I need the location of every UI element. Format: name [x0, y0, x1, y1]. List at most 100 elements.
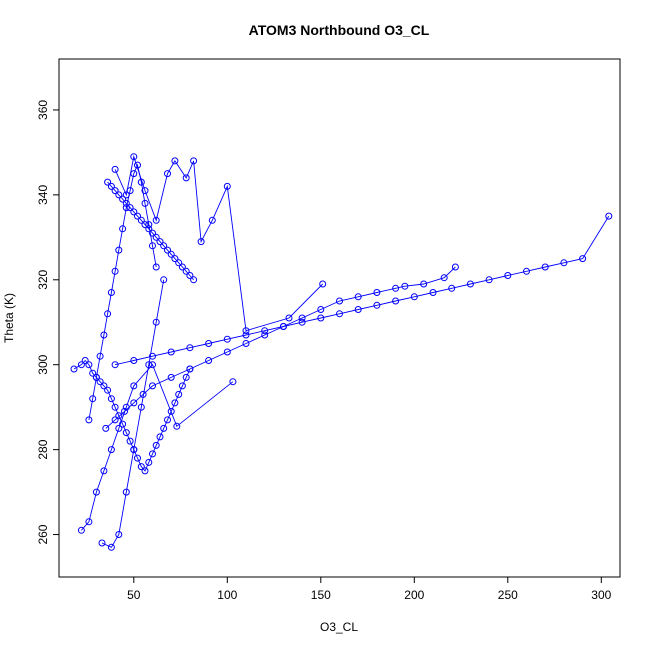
data-point — [164, 170, 171, 178]
data-point — [205, 357, 213, 364]
data-point — [152, 441, 160, 449]
data-point — [104, 178, 112, 186]
data-point — [298, 318, 306, 326]
data-point — [137, 463, 145, 471]
data-point — [137, 216, 145, 224]
data-point — [141, 199, 149, 207]
data-point — [523, 267, 530, 275]
data-point — [107, 182, 115, 190]
data-point — [77, 526, 85, 534]
data-point — [279, 323, 287, 330]
series-line-4 — [105, 266, 456, 429]
data-point — [107, 289, 115, 296]
data-point — [485, 276, 493, 284]
data-point — [178, 382, 186, 390]
data-point — [122, 204, 130, 212]
data-point — [85, 518, 93, 526]
data-point — [85, 416, 93, 424]
data-point — [242, 331, 250, 339]
data-point — [122, 488, 130, 496]
data-point — [164, 246, 171, 254]
data-point — [149, 361, 156, 369]
data-point — [130, 208, 138, 216]
data-point — [392, 284, 400, 292]
series-line-3 — [115, 215, 610, 366]
x-tick-label-5: 300 — [591, 588, 611, 602]
data-point — [167, 348, 175, 356]
data-point — [70, 365, 78, 373]
data-point — [130, 357, 138, 364]
data-point — [102, 424, 110, 432]
data-point — [89, 369, 97, 377]
data-point — [89, 395, 97, 403]
data-point — [560, 259, 568, 267]
data-point — [223, 335, 231, 343]
data-point — [466, 280, 474, 288]
data-point — [190, 276, 198, 284]
data-point — [126, 204, 134, 212]
x-axis-label: O3_CL — [320, 620, 358, 634]
series-line-5 — [81, 363, 234, 531]
data-point — [373, 301, 381, 309]
data-point — [541, 263, 549, 271]
data-point — [167, 407, 175, 415]
data-point — [152, 263, 160, 271]
data-point — [190, 157, 198, 165]
data-point — [186, 365, 194, 373]
x-tick-label-1: 100 — [217, 588, 237, 602]
y-tick-label-5: 360 — [36, 100, 50, 120]
data-point — [186, 272, 194, 279]
data-point — [317, 306, 325, 313]
data-point — [160, 242, 168, 250]
data-point — [149, 242, 156, 250]
data-point — [285, 314, 293, 322]
data-point — [141, 221, 149, 229]
data-point — [107, 395, 115, 403]
data-point — [182, 373, 190, 381]
data-point — [107, 446, 115, 454]
y-axis-label: Theta (K) — [2, 293, 16, 343]
x-tick-label-4: 250 — [498, 588, 518, 602]
data-point — [119, 225, 127, 233]
data-point — [182, 267, 190, 275]
chart-title: ATOM3 Northbound O3_CL — [249, 22, 430, 38]
data-point — [137, 403, 145, 411]
data-point — [208, 216, 216, 224]
data-point — [122, 429, 130, 437]
data-point — [122, 191, 130, 199]
data-point — [317, 314, 325, 322]
data-point — [354, 293, 362, 301]
data-point — [115, 424, 123, 432]
y-tick-label-1: 280 — [36, 439, 50, 459]
data-point — [336, 310, 343, 318]
data-point — [122, 403, 130, 411]
data-point — [115, 246, 123, 254]
data-point — [141, 187, 149, 195]
data-point — [336, 297, 343, 305]
data-point — [373, 289, 381, 296]
data-point — [451, 263, 459, 271]
data-point — [111, 267, 119, 275]
y-tick-label-3: 320 — [36, 269, 50, 289]
series-line-7 — [114, 154, 324, 332]
data-point — [77, 361, 85, 369]
x-axis: 50 100 150 200 250 300 — [127, 577, 612, 602]
data-point — [119, 420, 127, 428]
data-point — [104, 310, 112, 318]
data-point — [173, 422, 181, 430]
data-point — [504, 272, 512, 279]
x-tick-label-0: 50 — [127, 588, 141, 602]
data-point — [145, 221, 153, 229]
data-layer — [70, 153, 613, 551]
data-point — [121, 407, 128, 415]
data-point — [420, 280, 428, 288]
y-axis: 260 280 300 320 340 360 — [36, 100, 59, 545]
data-point — [156, 238, 164, 246]
data-point — [111, 416, 119, 424]
data-point — [319, 280, 327, 288]
data-point — [145, 225, 153, 233]
data-point — [178, 263, 186, 271]
data-point — [149, 229, 156, 237]
data-point — [401, 282, 409, 290]
data-point — [182, 174, 190, 182]
